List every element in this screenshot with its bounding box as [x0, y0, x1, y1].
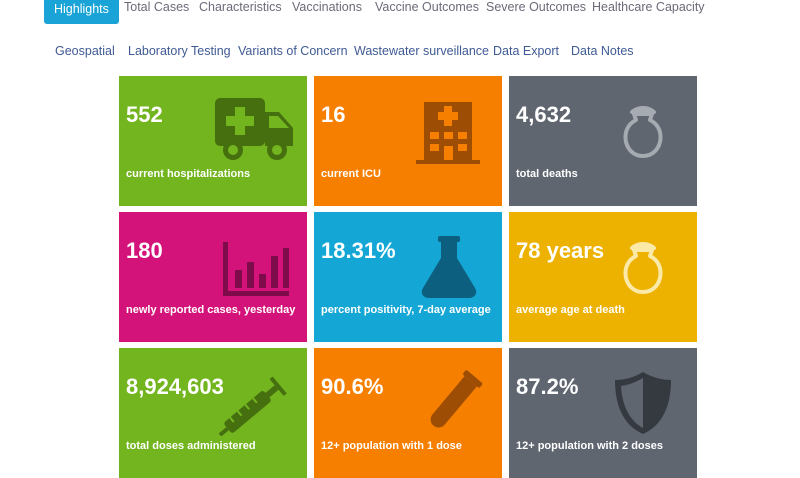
tab-variants-of-concern[interactable]: Variants of Concern [238, 44, 348, 58]
test-tube-icon [430, 370, 483, 428]
tab-geospatial[interactable]: Geospatial [55, 44, 115, 58]
tile-value: 16 [321, 102, 346, 127]
tab-vaccinations[interactable]: Vaccinations [292, 0, 362, 14]
tab-highlights[interactable]: Highlights [44, 0, 119, 24]
tile-label: total doses administered [126, 440, 256, 452]
flask-icon [421, 236, 477, 298]
tile-label: 12+ population with 2 doses [516, 440, 663, 452]
tile-current-icu: 16 current ICU [314, 76, 502, 206]
syringe-icon [218, 376, 287, 436]
ambulance-icon [215, 98, 293, 160]
tile-label: newly reported cases, yesterday [126, 304, 296, 316]
tab-total-cases[interactable]: Total Cases [124, 0, 190, 14]
secondary-nav: Geospatial Laboratory Testing Variants o… [0, 34, 800, 68]
tab-severe-outcomes[interactable]: Severe Outcomes [486, 0, 587, 14]
tile-value: 4,632 [516, 102, 572, 127]
tile-value: 78 years [516, 238, 605, 263]
tile-value: 180 [126, 238, 163, 263]
bar-chart-icon [223, 242, 289, 296]
primary-nav: Highlights Total Cases Characteristics V… [0, 0, 800, 24]
tile-label: total deaths [516, 168, 578, 180]
tile-value: 87.2% [516, 374, 579, 399]
tile-total-deaths: 4,632 total deaths [509, 76, 697, 206]
tile-total-doses-administered: 8,924,603 total doses administered [119, 348, 307, 478]
tab-healthcare-capacity[interactable]: Healthcare Capacity [592, 0, 705, 14]
tile-value: 18.31% [321, 238, 396, 263]
tab-characteristics[interactable]: Characteristics [199, 0, 282, 14]
tile-label: average age at death [516, 304, 625, 316]
tile-population-2-doses: 87.2% 12+ population with 2 doses [509, 348, 697, 478]
tile-current-hospitalizations: 552 current hospitalizations [119, 76, 307, 206]
tile-label: current ICU [321, 168, 381, 180]
urn-icon [623, 106, 663, 158]
tile-average-age-at-death: 78 years average age at death [509, 212, 697, 342]
tab-vaccine-outcomes[interactable]: Vaccine Outcomes [375, 0, 479, 14]
tile-value: 552 [126, 102, 163, 127]
tile-value: 8,924,603 [126, 374, 224, 399]
tab-wastewater-surveillance[interactable]: Wastewater surveillance [354, 44, 490, 58]
tab-data-export[interactable]: Data Export [493, 44, 560, 58]
tab-laboratory-testing[interactable]: Laboratory Testing [128, 44, 231, 58]
hospital-icon [416, 102, 480, 164]
tile-population-1-dose: 90.6% 12+ population with 1 dose [314, 348, 502, 478]
tile-label: current hospitalizations [126, 168, 251, 180]
shield-icon [615, 372, 671, 434]
tile-newly-reported-cases: 180 newly reported cases, yesterday [119, 212, 307, 342]
tile-label: percent positivity, 7-day average [321, 304, 491, 316]
tab-data-notes[interactable]: Data Notes [571, 44, 634, 58]
tile-label: 12+ population with 1 dose [321, 440, 462, 452]
tile-percent-positivity: 18.31% percent positivity, 7-day average [314, 212, 502, 342]
urn-icon [623, 242, 663, 294]
tile-value: 90.6% [321, 374, 384, 399]
